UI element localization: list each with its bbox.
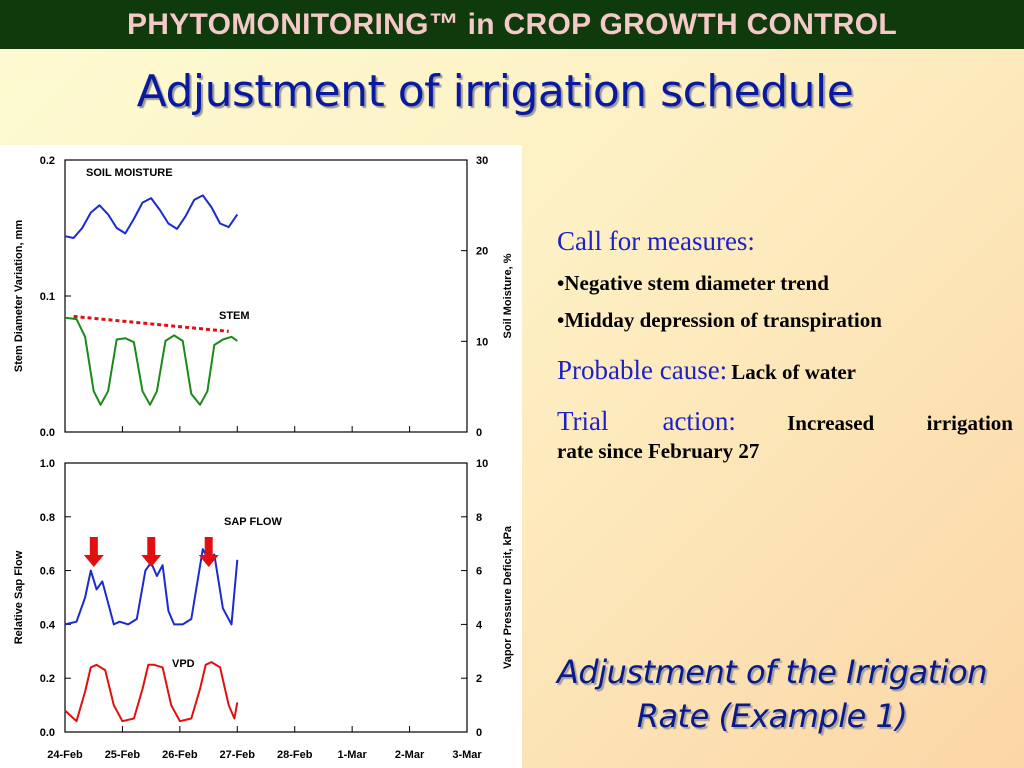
vpd-label: VPD: [172, 658, 195, 670]
cause-block: Probable cause: Lack of water: [557, 355, 1013, 386]
x-tick-label: 1-Mar: [337, 749, 367, 761]
x-tick-label: 2-Mar: [395, 749, 425, 761]
y-right-axis-title: Soil Moisture, %: [502, 253, 514, 338]
y-right-axis-title: Vapor Pressure Deficit, kPa: [502, 525, 514, 669]
y-left-tick-label: 0.0: [40, 427, 55, 439]
x-tick-label: 25-Feb: [105, 749, 141, 761]
x-tick-label: 28-Feb: [277, 749, 313, 761]
slide-title: Adjustment of irrigation schedule: [136, 66, 854, 117]
cause-label: Probable cause:: [557, 355, 728, 385]
right-panel: Call for measures: •Negative stem diamet…: [557, 226, 1013, 464]
trial-label: Trial action:: [557, 406, 736, 436]
stem-label: STEM: [219, 310, 250, 322]
y-left-tick-label: 0.2: [40, 155, 55, 167]
x-tick-label: 24-Feb: [47, 749, 83, 761]
header-bar: PHYTOMONITORING™ in CROP GROWTH CONTROL: [0, 0, 1024, 49]
bullet-midday-depression: •Midday depression of transpiration: [557, 308, 882, 332]
y-right-tick-label: 4: [476, 619, 483, 631]
footer-caption: Adjustment of the Irrigation Rate (Examp…: [520, 650, 1024, 738]
y-right-tick-label: 0: [476, 427, 482, 439]
soil-moisture-label: SOIL MOISTURE: [86, 167, 173, 179]
y-left-tick-label: 0.1: [40, 291, 55, 303]
down-arrow-icon: [198, 537, 219, 567]
plot-frame-1: [64, 462, 468, 733]
sap-flow-label: SAP FLOW: [224, 516, 282, 528]
y-right-tick-label: 6: [476, 566, 482, 578]
y-left-tick-label: 0.8: [40, 512, 55, 524]
down-arrow-icon: [141, 537, 162, 567]
y-right-tick-label: 10: [476, 458, 488, 470]
footer-line2: Rate (Example 1): [636, 697, 908, 735]
y-left-tick-label: 1.0: [40, 458, 55, 470]
y-right-tick-label: 30: [476, 155, 488, 167]
y-left-tick-label: 0.0: [40, 727, 55, 739]
y-right-tick-label: 20: [476, 246, 488, 258]
header-title: PHYTOMONITORING™ in CROP GROWTH CONTROL: [126, 7, 898, 41]
y-left-tick-label: 0.2: [40, 673, 55, 685]
trial-text-line1: Increased irrigation: [787, 411, 1013, 435]
y-left-tick-label: 0.4: [40, 619, 56, 631]
trial-text-line2: rate since February 27: [557, 439, 760, 463]
y-right-tick-label: 2: [476, 673, 482, 685]
footer-line1: Adjustment of the Irrigation: [556, 653, 988, 691]
y-left-axis-title: Relative Sap Flow: [13, 550, 25, 644]
cause-text: Lack of water: [731, 360, 856, 384]
vpd-series-line: [64, 661, 239, 723]
call-heading: Call for measures:: [557, 226, 755, 256]
y-left-axis-title: Stem Diameter Variation, mm: [13, 220, 25, 372]
y-right-tick-label: 8: [476, 512, 482, 524]
chart-panel: 0.2 0.1 0.0 30 20 10 0 Stem Diameter Variation,…: [0, 145, 522, 768]
trial-block: Trial action: Increased irrigation: [557, 406, 1013, 437]
x-tick-label: 27-Feb: [220, 749, 256, 761]
y-left-tick-label: 0.6: [40, 566, 55, 578]
stem-series-line: [64, 316, 238, 406]
bullet-stem-trend: •Negative stem diameter trend: [557, 271, 829, 295]
x-tick-label: 3-Mar: [452, 749, 482, 761]
trend-series-line: [73, 314, 229, 333]
down-arrow-icon: [83, 537, 104, 567]
x-tick-label: 26-Feb: [162, 749, 198, 761]
y-right-tick-label: 0: [476, 727, 482, 739]
plot-frame-0: [64, 159, 468, 433]
y-right-tick-label: 10: [476, 336, 488, 348]
soil-moisture-series-line: [64, 194, 239, 239]
